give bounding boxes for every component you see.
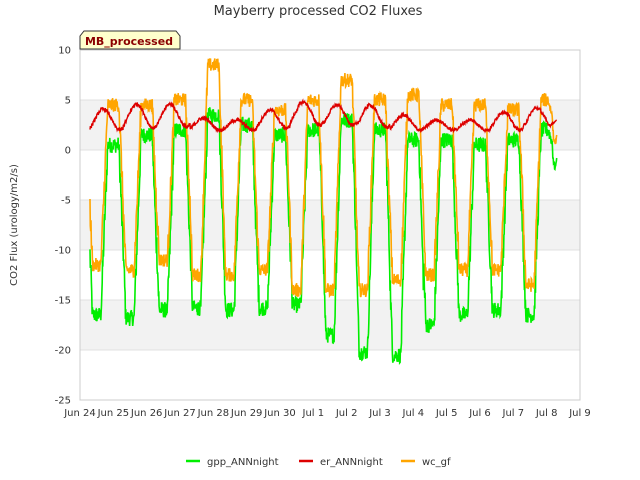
series-layer [89,58,558,366]
y-tick-label: 10 [58,46,71,57]
y-axis-ticks: 10 5 0 -5 -10 -15 -20 -25 [55,46,71,407]
y-tick-label: -15 [55,296,71,307]
x-tick-label: Jun 26 [130,408,163,419]
x-tick-label: Jul 2 [335,408,358,419]
dataset-tag-box [79,30,181,50]
x-tick-label: Jul 4 [402,408,425,419]
x-tick-label: Jun 27 [163,408,196,419]
series-line-wc_gf [89,58,558,299]
x-tick-label: Jun 28 [197,408,230,419]
dataset-tag: MB_processed [79,30,181,50]
background-band [80,200,580,250]
x-tick-label: Jul 3 [368,408,391,419]
background-band [80,300,580,350]
series-line-er_ANNnight [89,98,558,134]
x-tick-label: Jul 7 [502,408,525,419]
y-tick-label: -20 [55,346,71,357]
legend-label: wc_gf [422,457,451,468]
x-tick-label: Jul 8 [535,408,558,419]
chart-title: Mayberry processed CO2 Fluxes [214,4,423,19]
legend-label: gpp_ANNnight [207,457,279,468]
background-band [80,100,580,150]
x-tick-label: Jul 5 [435,408,458,419]
legend: gpp_ANNnight er_ANNnight wc_gf [186,457,451,468]
x-tick-label: Jun 24 [63,408,96,419]
y-tick-label: -10 [55,246,71,257]
x-axis-ticks: Jun 24 Jun 25 Jun 26 Jun 27 Jun 28 Jun 29 Jun … [63,408,591,419]
x-tick-label: Jul 9 [568,408,591,419]
legend-label: er_ANNnight [320,457,383,468]
x-tick-label: Jul 6 [468,408,491,419]
y-tick-label: -5 [61,196,71,207]
dataset-tag-label: MB_processed [85,35,173,48]
y-tick-label: 5 [65,96,71,107]
x-tick-label: Jul 1 [302,408,325,419]
x-tick-label: Jun 25 [97,408,130,419]
y-tick-label: -25 [55,396,71,407]
y-tick-label: 0 [65,146,71,157]
y-axis-label: CO2 Flux (urology/m2/s) [9,164,20,286]
x-tick-label: Jun 30 [263,408,296,419]
x-tick-label: Jun 29 [230,408,263,419]
series-line-gpp_ANNnight [89,107,558,366]
plot-frame [79,49,581,401]
